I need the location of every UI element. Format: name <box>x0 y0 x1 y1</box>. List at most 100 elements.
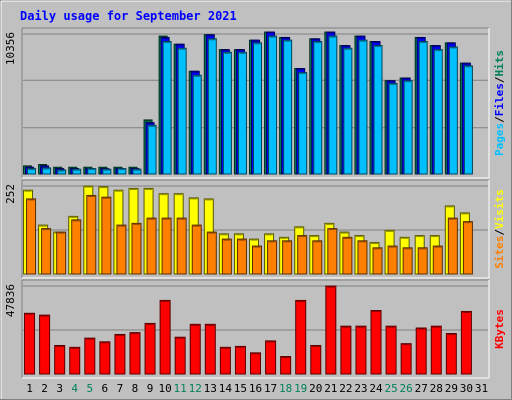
bar-pages-day-26 <box>403 80 413 175</box>
right-label-part: / <box>493 229 506 236</box>
bar-sites-day-24 <box>372 247 383 275</box>
bar-pages-day-15 <box>237 51 247 175</box>
bar-fill <box>430 325 442 375</box>
bar-sites-day-21 <box>327 228 338 275</box>
bar-fill <box>268 35 278 175</box>
bar-kbytes-day-26 <box>400 343 412 375</box>
bar-pages-day-1 <box>27 168 37 175</box>
bar-fill <box>116 224 127 275</box>
bar-pages-day-8 <box>132 168 142 175</box>
bar-kbytes-day-27 <box>415 327 427 375</box>
bar-sites-day-20 <box>312 240 323 275</box>
right-label-part: Pages <box>493 123 506 156</box>
bar-fill <box>448 46 458 175</box>
bar-kbytes-day-11 <box>174 336 186 375</box>
bar-fill <box>236 238 247 275</box>
bar-fill <box>250 352 261 375</box>
bar-fill <box>189 323 201 375</box>
bar-fill <box>234 345 246 375</box>
day-label-29: 29 <box>445 382 458 395</box>
bar-fill <box>388 82 398 175</box>
bar-kbytes-day-1 <box>24 312 36 375</box>
bar-pages-day-28 <box>433 49 443 175</box>
bar-fill <box>283 39 293 175</box>
bar-fill <box>343 47 353 175</box>
bar-fill <box>54 344 66 375</box>
bar-fill <box>385 325 397 375</box>
bar-kbytes-day-23 <box>355 325 367 375</box>
bar-fill <box>27 168 37 175</box>
bar-pages-day-10 <box>162 41 172 175</box>
bar-pages-day-13 <box>207 38 217 175</box>
bar-fill <box>114 333 126 375</box>
bar-pages-day-14 <box>222 51 232 175</box>
bar-fill <box>415 327 427 375</box>
day-label-10: 10 <box>158 382 171 395</box>
bar-fill <box>219 346 231 375</box>
day-label-13: 13 <box>204 382 217 395</box>
bar-sites-day-1 <box>26 198 37 275</box>
bar-sites-day-14 <box>221 238 232 275</box>
day-label-1: 1 <box>26 382 33 395</box>
bar-fill <box>327 228 338 275</box>
bar-fill <box>358 39 368 175</box>
day-label-18: 18 <box>279 382 292 395</box>
right-label-part: KBytes <box>493 309 506 349</box>
bar-pages-day-6 <box>102 168 112 175</box>
bar-fill <box>161 217 172 275</box>
bar-fill <box>297 235 308 275</box>
bar-sites-day-29 <box>447 217 458 275</box>
right-label-part: / <box>493 76 506 83</box>
day-label-20: 20 <box>309 382 322 395</box>
bar-fill <box>373 45 383 175</box>
bar-fill <box>87 168 97 175</box>
bar-pages-day-11 <box>177 47 187 175</box>
right-label-part: / <box>493 116 506 123</box>
day-label-6: 6 <box>102 382 109 395</box>
panel-max-label: 10356 <box>4 32 17 65</box>
day-label-7: 7 <box>117 382 124 395</box>
bar-fill <box>41 228 52 275</box>
bar-fill <box>372 247 383 275</box>
bar-fill <box>191 224 202 275</box>
bar-fill <box>144 322 156 375</box>
bar-kbytes-day-24 <box>370 310 382 375</box>
bar-sites-day-8 <box>131 222 142 275</box>
bar-fill <box>204 323 216 375</box>
day-label-16: 16 <box>249 382 262 395</box>
bar-fill <box>69 346 81 375</box>
bar-fill <box>253 42 262 175</box>
panel-max-label: 252 <box>4 184 17 204</box>
day-label-9: 9 <box>147 382 154 395</box>
bar-fill <box>447 217 458 275</box>
bar-fill <box>39 314 51 375</box>
bar-fill <box>387 245 398 275</box>
day-label-22: 22 <box>339 382 352 395</box>
bar-fill <box>207 38 217 175</box>
bar-sites-day-23 <box>357 240 368 275</box>
bar-sites-day-22 <box>342 236 353 275</box>
bar-fill <box>174 336 186 375</box>
bar-sites-day-13 <box>206 231 217 275</box>
bar-kbytes-day-14 <box>219 346 231 375</box>
bar-sites-day-26 <box>402 247 413 275</box>
bar-kbytes-day-28 <box>430 325 442 375</box>
bar-sites-day-2 <box>41 228 52 275</box>
bar-fill <box>131 222 142 275</box>
day-label-11: 11 <box>174 382 187 395</box>
bar-fill <box>355 325 367 375</box>
bar-fill <box>400 343 412 375</box>
bar-pages-day-29 <box>448 46 458 175</box>
bar-kbytes-day-30 <box>460 310 472 375</box>
bar-pages-day-30 <box>463 65 473 175</box>
bar-fill <box>370 310 382 375</box>
bar-sites-day-3 <box>56 231 67 275</box>
bar-fill <box>463 65 473 175</box>
day-label-30: 30 <box>460 382 473 395</box>
bar-kbytes-day-8 <box>129 332 141 375</box>
day-label-31: 31 <box>475 382 488 395</box>
bar-fill <box>312 240 323 275</box>
bar-kbytes-day-13 <box>204 323 216 375</box>
